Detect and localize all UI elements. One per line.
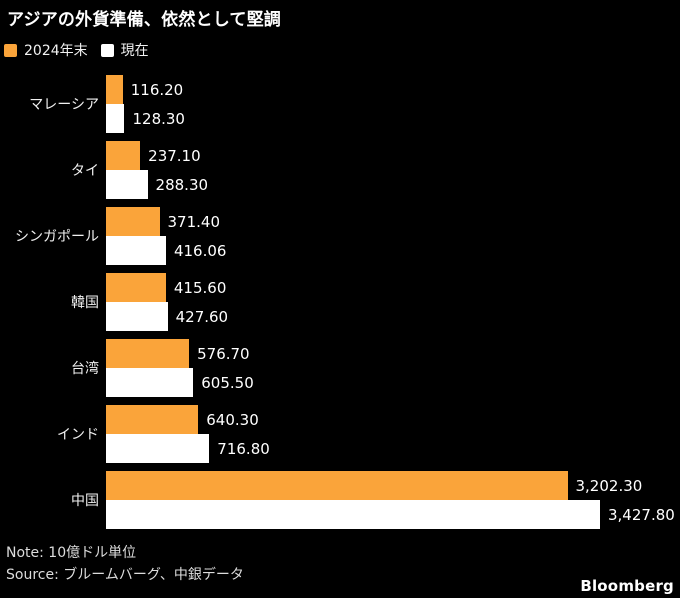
bar-2024	[106, 339, 190, 368]
value-label-current: 128.30	[132, 109, 185, 128]
note-text: Note: 10億ドル単位	[6, 545, 137, 561]
bar-current	[106, 170, 148, 199]
bar-current	[106, 236, 166, 265]
bar-line: 288.30	[106, 170, 680, 199]
bar-current	[106, 500, 600, 529]
legend-item-current: 現在	[100, 40, 149, 60]
legend-swatch-current-icon	[100, 43, 114, 57]
chart-row: インド 640.30 716.80	[0, 405, 680, 463]
bar-pair: 415.60 427.60	[106, 273, 680, 331]
bar-2024	[106, 141, 141, 170]
value-label-2024: 3,202.30	[575, 476, 643, 495]
chart-row: タイ 237.10 288.30	[0, 141, 680, 199]
bar-line: 3,427.80	[106, 500, 680, 529]
bar-line: 640.30	[106, 405, 680, 434]
value-label-2024: 576.70	[197, 344, 250, 363]
value-label-current: 716.80	[217, 439, 270, 458]
legend-label-current: 現在	[120, 43, 149, 59]
bar-pair: 116.20 128.30	[106, 75, 680, 133]
chart-row: マレーシア 116.20 128.30	[0, 75, 680, 133]
bar-2024	[106, 471, 568, 500]
value-label-current: 416.06	[173, 241, 227, 260]
bar-line: 237.10	[106, 141, 680, 170]
bar-chart: マレーシア 116.20 128.30 タイ 237.10 288.30 シンガポール 371…	[0, 75, 680, 529]
bar-line: 3,202.30	[106, 471, 680, 500]
value-label-2024: 237.10	[148, 146, 201, 165]
value-label-2024: 371.40	[167, 212, 221, 231]
value-label-current: 605.50	[201, 373, 254, 392]
category-label: タイ	[71, 163, 99, 179]
legend-swatch-2024-icon	[4, 43, 17, 57]
bar-pair: 640.30 716.80	[106, 405, 680, 463]
legend: 2024年末 現在	[4, 40, 680, 60]
bar-2024	[106, 75, 123, 104]
bloomberg-logo: Bloomberg	[580, 577, 674, 595]
chart-footer: Note: 10億ドル単位 Source: ブルームバーグ、中銀データ	[0, 542, 680, 586]
chart-row: 台湾 576.70 605.50	[0, 339, 680, 397]
category-label: 台湾	[71, 361, 99, 377]
value-label-current: 3,427.80	[608, 505, 675, 524]
legend-item-2024: 2024年末	[4, 40, 88, 60]
bar-pair: 576.70 605.50	[106, 339, 680, 397]
value-label-current: 427.60	[175, 307, 229, 326]
bar-2024	[106, 273, 166, 302]
bar-line: 605.50	[106, 368, 680, 397]
bar-line: 128.30	[106, 104, 680, 133]
bar-current	[106, 104, 125, 133]
category-label: 中国	[71, 493, 99, 509]
bar-line: 415.60	[106, 273, 680, 302]
value-label-2024: 415.60	[173, 278, 227, 297]
bar-pair: 237.10 288.30	[106, 141, 680, 199]
bar-current	[106, 434, 210, 463]
bar-pair: 3,202.30 3,427.80	[106, 471, 680, 529]
bar-line: 427.60	[106, 302, 680, 331]
bar-line: 576.70	[106, 339, 680, 368]
bar-line: 716.80	[106, 434, 680, 463]
value-label-2024: 640.30	[206, 410, 259, 429]
value-label-2024: 116.20	[130, 80, 184, 99]
category-label: 韓国	[71, 295, 99, 311]
source-text: Source: ブルームバーグ、中銀データ	[6, 567, 244, 583]
bar-line: 416.06	[106, 236, 680, 265]
chart-row: シンガポール 371.40 416.06	[0, 207, 680, 265]
bar-line: 371.40	[106, 207, 680, 236]
legend-label-2024: 2024年末	[24, 43, 88, 59]
category-label: シンガポール	[15, 229, 99, 245]
category-label: インド	[57, 427, 99, 443]
bar-line: 116.20	[106, 75, 680, 104]
bar-2024	[106, 405, 199, 434]
bar-pair: 371.40 416.06	[106, 207, 680, 265]
bar-current	[106, 368, 194, 397]
value-label-current: 288.30	[155, 175, 209, 194]
category-label: マレーシア	[29, 97, 99, 113]
chart-title: アジアの外貨準備、依然として堅調	[7, 10, 282, 30]
chart-row: 中国 3,202.30 3,427.80	[0, 471, 680, 529]
chart-row: 韓国 415.60 427.60	[0, 273, 680, 331]
bar-2024	[106, 207, 160, 236]
bar-current	[106, 302, 168, 331]
